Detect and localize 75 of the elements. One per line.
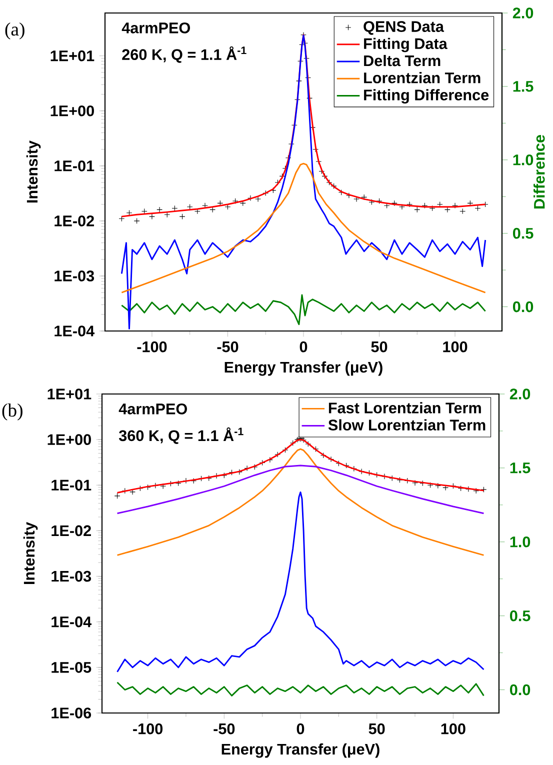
legend-label: Fitting Difference — [364, 89, 489, 104]
point — [259, 460, 266, 466]
annotation: 4armPEO — [122, 22, 190, 34]
x-axis-title: Energy Transfer (μeV) — [222, 743, 380, 758]
y-tick-label: 1E+00 — [50, 105, 94, 116]
point — [282, 447, 288, 453]
legend-label: Fitting Data — [364, 38, 448, 52]
y2-tick-label: 0.0 — [513, 301, 534, 312]
text: (a) — [5, 22, 24, 40]
y-tick-label: 1E-04 — [54, 326, 95, 336]
y2-tick-label: 0.5 — [510, 610, 530, 622]
line-series — [116, 464, 484, 514]
y2-tick-label: 0.0 — [510, 684, 530, 696]
legend-label: Slow Lorentzian Term — [328, 419, 486, 430]
text: (b) — [2, 403, 22, 420]
y2-tick-label: 0.5 — [513, 228, 534, 239]
x-tick-label: -50 — [214, 723, 235, 734]
y-tick-label: 1E-01 — [54, 160, 94, 172]
point — [412, 480, 418, 486]
legend-label: Delta Term — [364, 54, 440, 66]
x-tick-label: 0 — [296, 723, 304, 734]
legend-label: QENS Data — [364, 21, 444, 35]
x-tick-label: 100 — [441, 723, 466, 734]
y-tick-label: 1E-03 — [52, 570, 92, 582]
y-axis-title: Intensity — [26, 140, 41, 203]
y2-tick-label: 1.0 — [513, 154, 534, 166]
line-series — [116, 448, 484, 556]
y2-tick-label: 1.5 — [510, 462, 530, 474]
annotation: 260 K, Q = 1.1 Å$^{-1}$ — [122, 46, 246, 63]
point — [473, 488, 480, 494]
y-tick-label: 1E-03 — [54, 270, 94, 282]
y-tick-label: 1E-02 — [54, 216, 94, 226]
x-axis-title: Energy Transfer (μeV) — [224, 361, 382, 376]
y-tick-label: 1E-01 — [52, 480, 92, 491]
x-tick-label: -50 — [217, 341, 238, 352]
point — [221, 472, 228, 478]
point — [175, 480, 182, 486]
y2-axis-title: Difference — [534, 135, 545, 208]
y2-tick-label: 2.0 — [512, 8, 534, 18]
y-tick-label: 1E-04 — [52, 616, 92, 628]
line-series — [120, 294, 486, 326]
x-tick-label: 50 — [368, 723, 385, 734]
point — [480, 486, 487, 492]
point — [312, 446, 319, 452]
legend-label: Lorentzian Term — [364, 72, 480, 84]
y-axis-title: Intensity — [23, 522, 38, 584]
point — [274, 452, 281, 458]
line-series — [116, 491, 484, 673]
point — [434, 482, 441, 489]
point — [290, 440, 296, 446]
x-tick-label: -100 — [137, 341, 167, 352]
y-tick-label: 1E+00 — [48, 434, 91, 445]
y-tick-label: 1E+01 — [50, 50, 94, 62]
line-series — [116, 682, 484, 696]
point — [320, 452, 326, 458]
x-tick-label: -100 — [133, 723, 163, 734]
point — [328, 456, 334, 462]
x-tick-label: 50 — [371, 341, 388, 352]
point — [427, 482, 434, 488]
y2-tick-label: 1.0 — [510, 536, 530, 548]
line-series — [120, 34, 486, 330]
y2-tick-label: 1.5 — [513, 81, 534, 92]
line-series — [120, 162, 486, 294]
x-tick-label: 0 — [300, 341, 308, 352]
point — [396, 477, 403, 483]
legend-label: Fast Lorentzian Term — [328, 402, 481, 414]
y-tick-label: 1E-05 — [52, 662, 92, 673]
y-tick-label: 1E+01 — [48, 388, 92, 400]
y-tick-label: 1E-02 — [52, 525, 91, 536]
y2-tick-label: 2.0 — [510, 388, 530, 400]
annotation: 4armPEO — [118, 404, 187, 414]
x-tick-label: 100 — [443, 341, 468, 352]
point — [114, 492, 120, 499]
annotation: 360 K, Q = 1.1 Å$^{-1}$ — [118, 427, 244, 444]
y-tick-label: 1E-06 — [52, 708, 92, 718]
